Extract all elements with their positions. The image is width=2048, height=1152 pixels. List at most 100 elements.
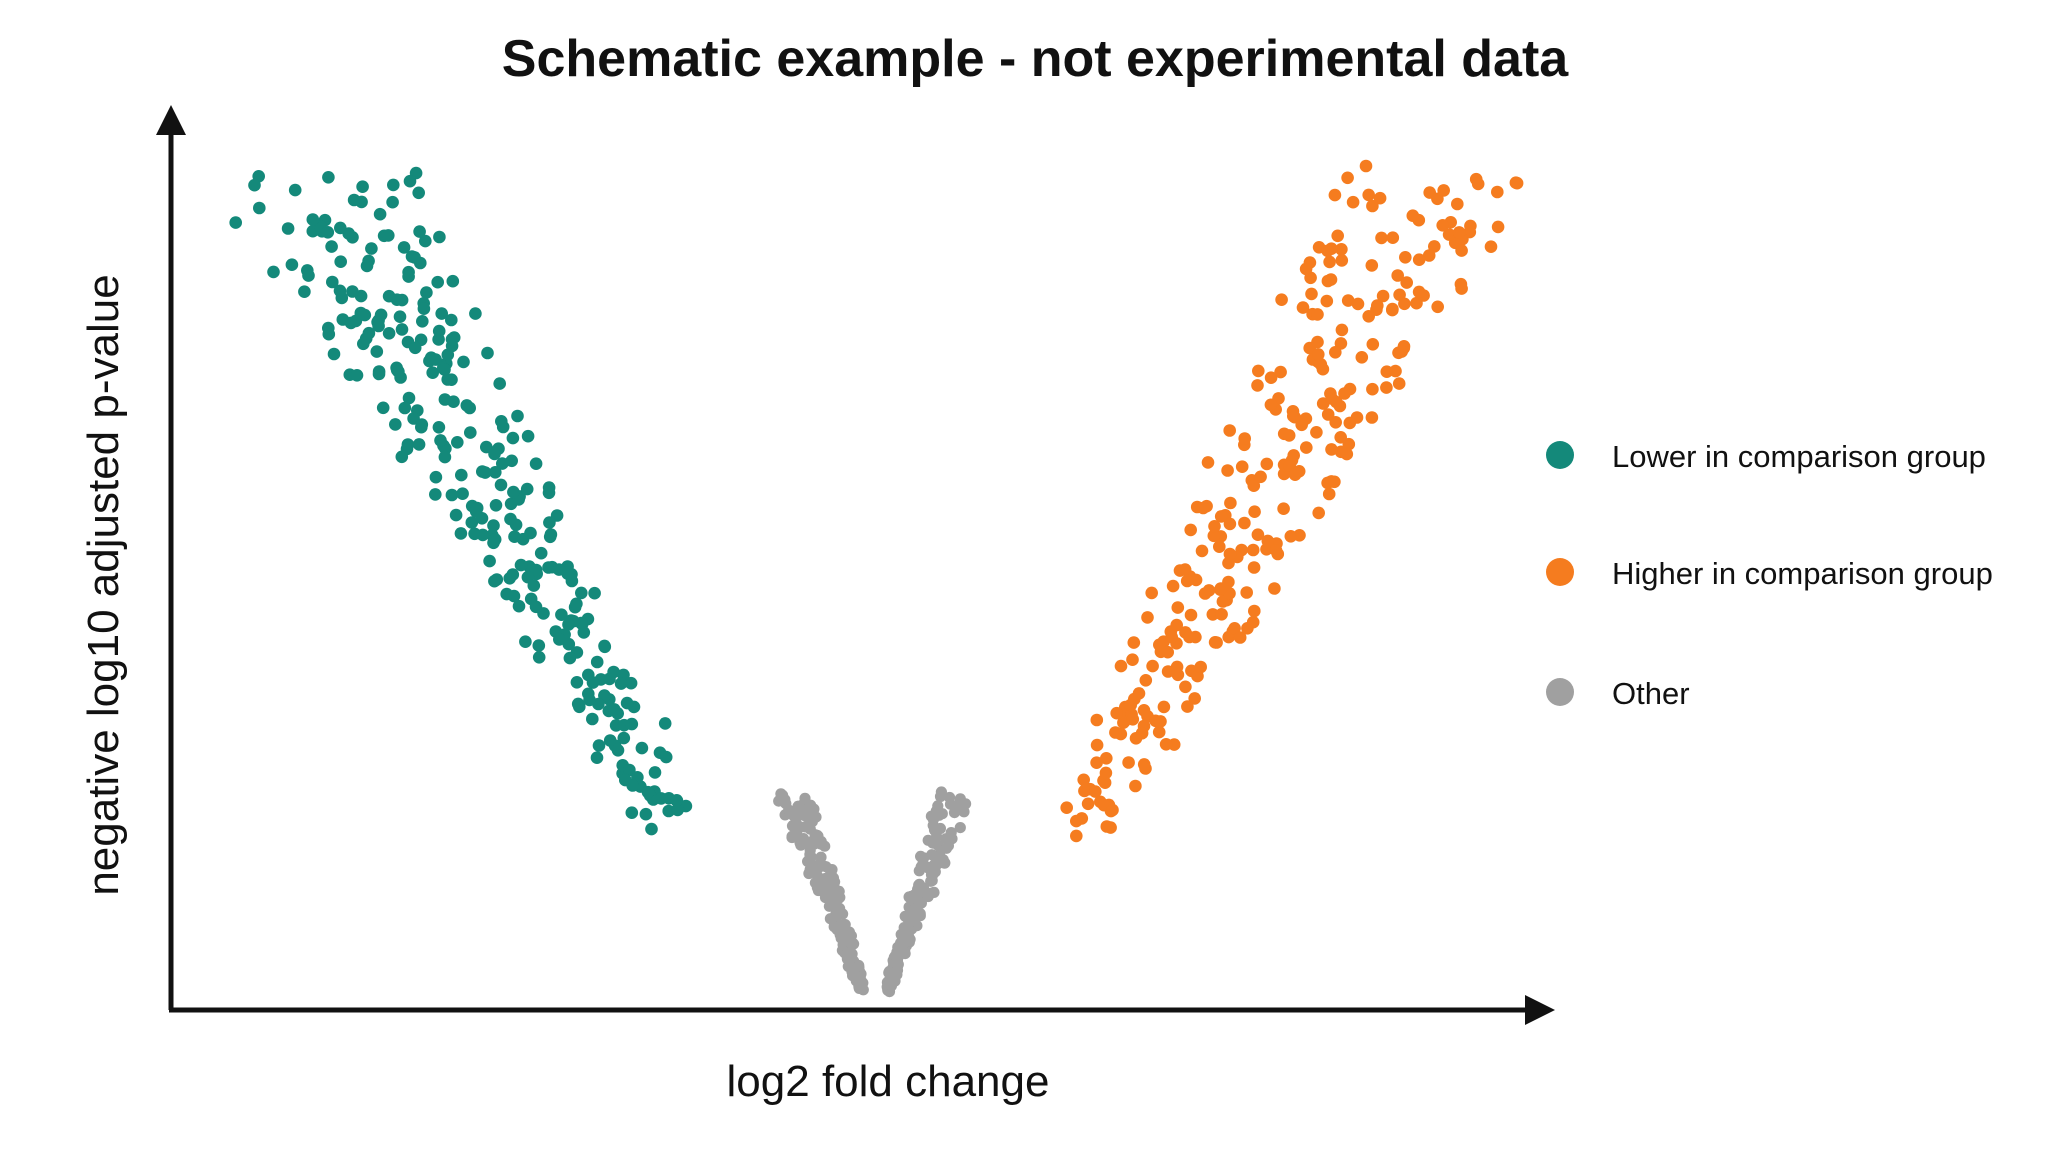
point-lower bbox=[333, 284, 347, 298]
point-higher bbox=[1375, 231, 1388, 245]
point-higher bbox=[1376, 289, 1390, 303]
point-lower bbox=[434, 434, 447, 447]
point-higher bbox=[1201, 456, 1215, 469]
point-lower bbox=[511, 409, 524, 423]
point-higher bbox=[1335, 243, 1348, 256]
point-lower bbox=[563, 651, 577, 665]
point-lower bbox=[527, 579, 541, 592]
point-lower bbox=[598, 640, 612, 654]
point-higher bbox=[1233, 631, 1247, 644]
point-higher bbox=[1070, 829, 1083, 843]
point-higher bbox=[1321, 244, 1334, 258]
point-higher bbox=[1254, 470, 1267, 484]
point-other bbox=[792, 800, 804, 813]
point-lower bbox=[334, 221, 347, 235]
point-lower bbox=[617, 731, 631, 745]
point-lower bbox=[395, 323, 409, 336]
point-lower bbox=[445, 488, 459, 502]
point-other bbox=[828, 897, 840, 909]
point-higher bbox=[1380, 381, 1393, 394]
point-higher bbox=[1412, 285, 1426, 299]
point-higher bbox=[1325, 443, 1338, 456]
point-lower bbox=[524, 526, 537, 540]
point-lower bbox=[445, 333, 459, 346]
point-higher bbox=[1251, 379, 1264, 392]
point-higher bbox=[1132, 687, 1146, 700]
point-lower bbox=[397, 241, 411, 254]
point-other bbox=[954, 822, 966, 834]
point-higher bbox=[1328, 475, 1341, 489]
point-higher bbox=[1184, 523, 1197, 537]
point-higher bbox=[1269, 544, 1283, 557]
point-other bbox=[828, 921, 840, 933]
point-higher bbox=[1161, 665, 1175, 678]
point-higher bbox=[1240, 586, 1253, 599]
point-lower bbox=[417, 302, 431, 316]
point-other bbox=[814, 884, 826, 897]
point-higher bbox=[1098, 776, 1112, 789]
point-higher bbox=[1334, 445, 1348, 459]
point-higher bbox=[1260, 457, 1274, 471]
point-lower bbox=[487, 519, 500, 532]
point-higher bbox=[1329, 416, 1342, 429]
point-higher bbox=[1451, 197, 1464, 211]
point-higher bbox=[1090, 756, 1103, 769]
point-lower bbox=[529, 563, 543, 577]
point-lower bbox=[438, 363, 451, 376]
point-lower bbox=[625, 717, 639, 731]
point-lower bbox=[520, 482, 534, 496]
point-other bbox=[934, 790, 947, 803]
point-higher bbox=[1223, 424, 1236, 437]
point-other bbox=[927, 819, 939, 832]
point-higher bbox=[1391, 269, 1404, 282]
point-lower bbox=[229, 216, 242, 229]
point-higher bbox=[1325, 392, 1339, 405]
point-lower bbox=[432, 324, 446, 338]
point-higher bbox=[1126, 713, 1140, 726]
point-higher bbox=[1251, 528, 1265, 541]
point-lower bbox=[346, 285, 359, 298]
point-higher bbox=[1338, 387, 1351, 400]
point-higher bbox=[1179, 680, 1192, 694]
point-higher bbox=[1207, 529, 1221, 543]
point-other bbox=[903, 915, 915, 928]
point-higher bbox=[1223, 547, 1237, 561]
point-other bbox=[931, 831, 943, 843]
point-lower bbox=[426, 366, 440, 380]
point-lower bbox=[583, 693, 596, 707]
legend-marker-other bbox=[1546, 678, 1574, 706]
point-other bbox=[915, 850, 927, 863]
point-lower bbox=[449, 508, 463, 522]
point-higher bbox=[1331, 229, 1344, 243]
point-higher bbox=[1106, 803, 1119, 817]
point-higher bbox=[1170, 618, 1183, 632]
point-lower bbox=[446, 274, 460, 288]
point-lower bbox=[382, 289, 396, 303]
point-lower bbox=[356, 180, 369, 193]
point-higher bbox=[1366, 338, 1380, 351]
point-lower bbox=[322, 171, 335, 184]
point-lower bbox=[504, 512, 517, 526]
point-other bbox=[857, 984, 869, 996]
point-higher bbox=[1223, 517, 1237, 531]
point-lower bbox=[347, 193, 361, 207]
point-lower bbox=[373, 207, 387, 221]
point-lower bbox=[577, 626, 591, 639]
point-higher bbox=[1247, 479, 1261, 493]
point-higher bbox=[1442, 228, 1456, 241]
point-lower bbox=[544, 528, 558, 541]
point-other bbox=[805, 799, 817, 811]
point-higher bbox=[1213, 540, 1226, 553]
point-higher bbox=[1277, 502, 1290, 515]
point-lower bbox=[429, 488, 442, 501]
point-lower bbox=[534, 546, 548, 560]
point-higher bbox=[1366, 382, 1379, 396]
point-higher bbox=[1109, 726, 1122, 739]
point-lower bbox=[358, 308, 372, 322]
point-other bbox=[849, 969, 861, 981]
point-lower bbox=[454, 527, 468, 540]
point-lower bbox=[614, 677, 628, 690]
point-lower bbox=[476, 528, 490, 542]
point-higher bbox=[1090, 713, 1104, 727]
point-higher bbox=[1248, 505, 1261, 518]
